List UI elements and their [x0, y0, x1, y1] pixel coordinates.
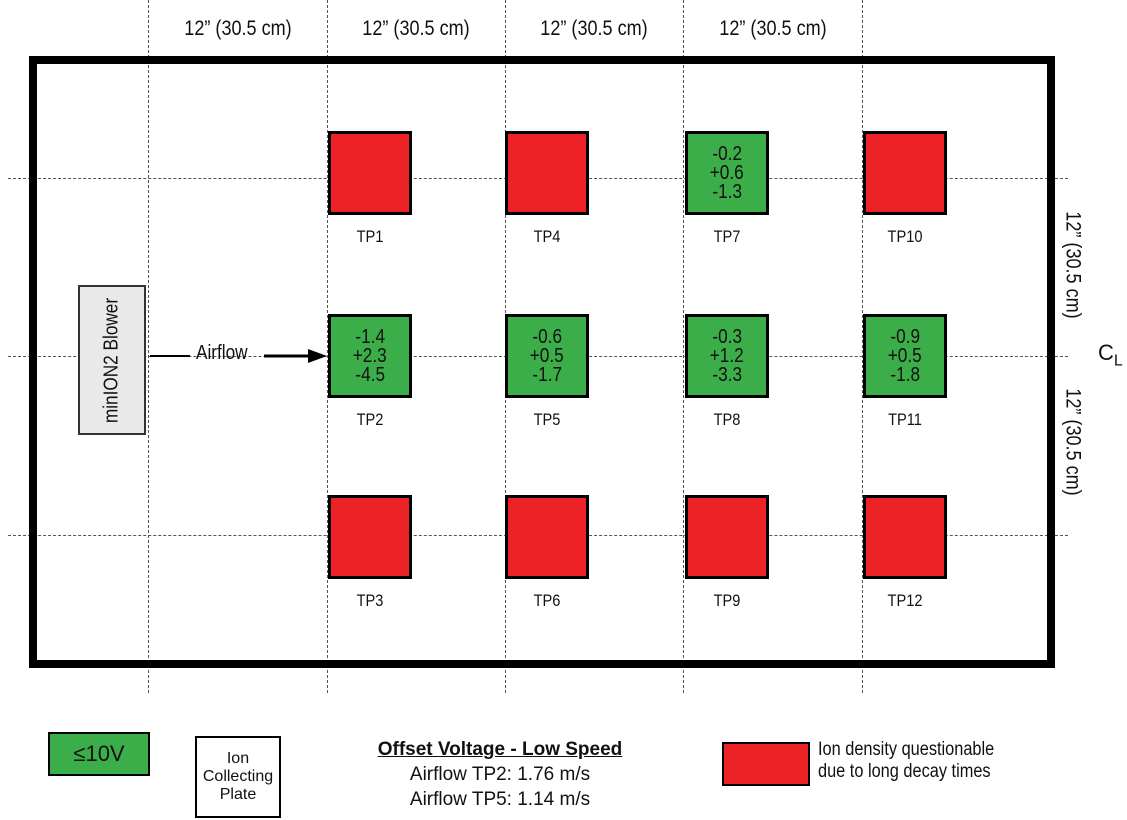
- test-point-square: [685, 495, 769, 579]
- blower-box: minION2 Blower: [78, 285, 146, 435]
- test-point-value: -0.6: [532, 325, 562, 348]
- test-point-square: -0.6 +0.5 -1.7: [505, 314, 589, 398]
- offset-line-1: Airflow TP2: 1.76 m/s: [409, 764, 591, 785]
- legend-red-text: Ion density questionable due to long dec…: [818, 739, 1024, 783]
- test-point-label: TP11: [888, 410, 922, 429]
- airflow-arrow-icon: [264, 349, 327, 363]
- test-point-square: -0.3 +1.2 -3.3: [685, 314, 769, 398]
- dimension-label-right-1: 12” (30.5 cm): [1061, 211, 1085, 319]
- airflow-line: [150, 355, 190, 357]
- test-point-label: TP12: [887, 591, 923, 610]
- legend-green-label: ≤10V: [73, 741, 125, 766]
- test-point-value: -1.4: [355, 325, 385, 348]
- legend-red-swatch: [722, 742, 810, 786]
- test-point-value: -3.3: [712, 363, 742, 386]
- grid-line-vertical: [327, 0, 328, 693]
- plate-line-1: Ion: [226, 750, 250, 767]
- grid-line-vertical: [148, 0, 149, 693]
- test-point-label: TP5: [533, 410, 561, 429]
- dimension-label-right-2: 12” (30.5 cm): [1061, 388, 1085, 496]
- test-point-label: TP6: [533, 591, 561, 610]
- plate-line-3: Plate: [219, 786, 257, 803]
- test-point-label: TP2: [356, 410, 384, 429]
- blower-label: minION2 Blower: [100, 297, 123, 423]
- test-point-value: -0.9: [890, 325, 920, 348]
- offset-voltage-block: Offset Voltage - Low Speed Airflow TP2: …: [360, 737, 640, 812]
- test-point-value: +0.5: [530, 344, 564, 367]
- legend-red-line-1: Ion density questionable: [818, 739, 995, 760]
- airflow-label: Airflow: [196, 342, 248, 364]
- test-point-value: +1.2: [710, 344, 744, 367]
- dimension-label-3: 12” (30.5 cm): [540, 17, 648, 40]
- test-point-square: [328, 131, 412, 215]
- test-point-square: [863, 131, 947, 215]
- test-point-label: TP8: [713, 410, 741, 429]
- test-point-label: TP7: [713, 227, 741, 246]
- test-point-value: +0.5: [888, 344, 922, 367]
- legend-red-line-2: due to long decay times: [818, 761, 991, 782]
- centerline-c: C: [1098, 340, 1114, 365]
- test-point-label: TP3: [356, 591, 384, 610]
- test-point-square: -0.9 +0.5 -1.8: [863, 314, 947, 398]
- test-point-value: -4.5: [355, 363, 385, 386]
- test-point-value: -1.3: [712, 180, 742, 203]
- test-point-value: +2.3: [353, 344, 387, 367]
- test-point-label: TP1: [356, 227, 384, 246]
- test-point-value: -1.7: [532, 363, 562, 386]
- test-point-square: -1.4 +2.3 -4.5: [328, 314, 412, 398]
- test-point-value: -0.3: [712, 325, 742, 348]
- test-point-square: [505, 495, 589, 579]
- grid-line-vertical: [683, 0, 684, 693]
- centerline-sub: L: [1113, 352, 1123, 370]
- plate-line-2: Collecting: [202, 768, 274, 785]
- test-point-label: TP4: [533, 227, 561, 246]
- enclosure-frame: [29, 56, 1055, 668]
- test-point-square: -0.2 +0.6 -1.3: [685, 131, 769, 215]
- test-point-square: [505, 131, 589, 215]
- test-point-square: [863, 495, 947, 579]
- grid-line-vertical: [862, 0, 863, 693]
- test-point-label: TP10: [887, 227, 923, 246]
- dimension-label-2: 12” (30.5 cm): [362, 17, 470, 40]
- legend-green-swatch: ≤10V: [48, 732, 150, 776]
- test-point-value: -1.8: [890, 363, 920, 386]
- legend-ion-plate: Ion Collecting Plate: [195, 736, 281, 818]
- test-point-label: TP9: [713, 591, 741, 610]
- test-point-value: +0.6: [710, 161, 744, 184]
- dimension-label-4: 12” (30.5 cm): [719, 17, 827, 40]
- dimension-label-1: 12” (30.5 cm): [184, 17, 292, 40]
- offset-title: Offset Voltage - Low Speed: [377, 739, 623, 760]
- test-point-square: [328, 495, 412, 579]
- offset-line-2: Airflow TP5: 1.14 m/s: [409, 789, 591, 810]
- centerline-marker: CL: [1098, 340, 1123, 370]
- test-point-value: -0.2: [712, 142, 742, 165]
